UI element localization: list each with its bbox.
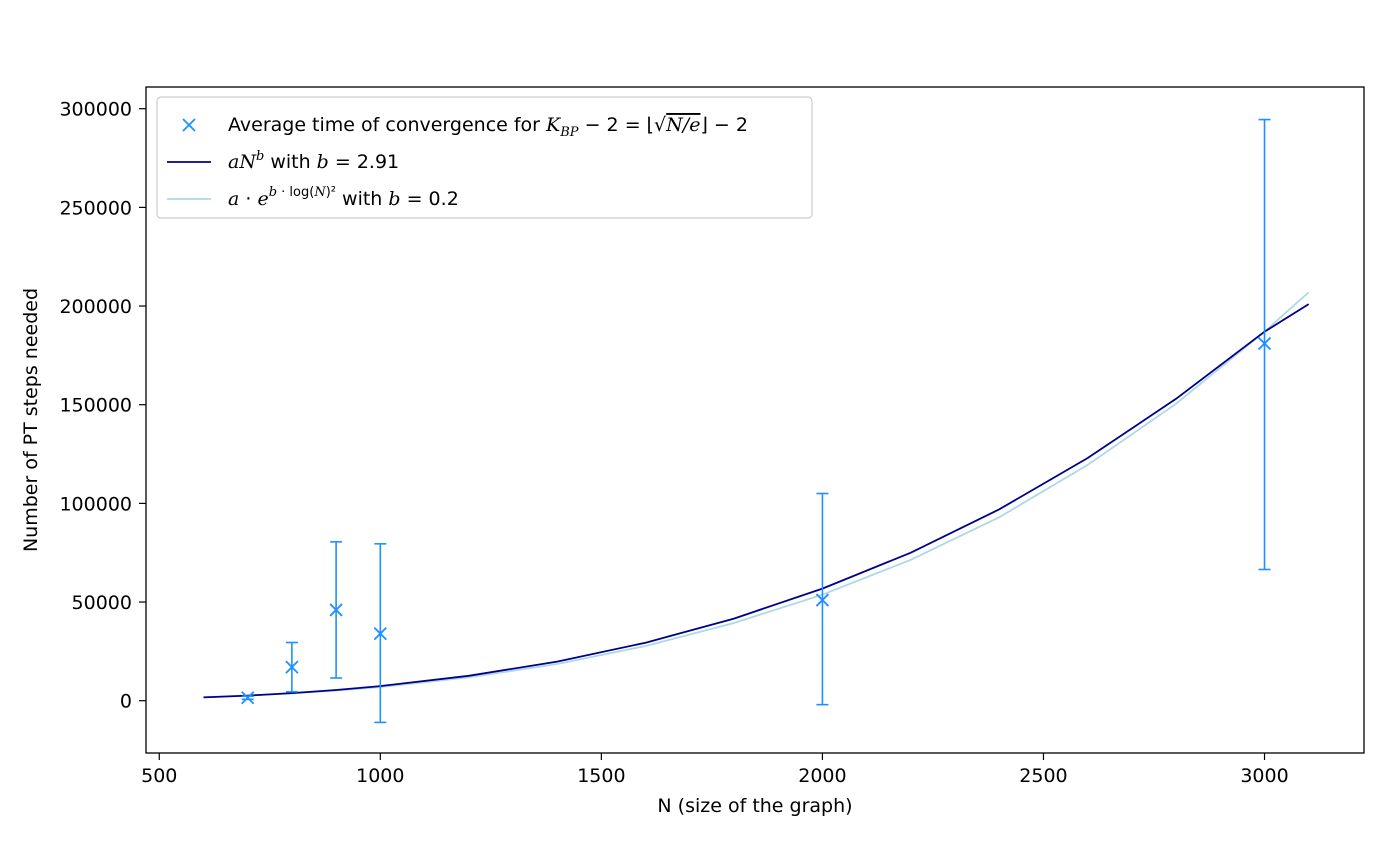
x-tick-label-1500: 1500 [577,765,625,787]
data-point-800-stroke-b [285,660,299,674]
data-point-900-stroke-b [329,603,343,617]
legend-box [156,96,813,219]
x-tick-label-1000: 1000 [356,765,404,787]
x-tick-label-2500: 2500 [1019,765,1067,787]
y-tick-label-0: 0 [120,691,132,713]
legend: Average time of convergence for KBP − 2 … [156,96,813,219]
data-point-800 [285,660,299,674]
x-tick-label-500: 500 [141,765,177,787]
data-point-1000-stroke-b [373,626,387,641]
y-tick-label-50000: 50000 [72,592,132,614]
data-point-700-stroke-b [241,691,255,705]
x-axis-label: N (size of the graph) [657,795,852,817]
y-axis-label: Number of PT steps needed [20,288,42,552]
legend-marker-cross-stroke-b [182,118,196,132]
data-point-2000-stroke-b [815,593,830,607]
data-point-900 [329,603,343,617]
legend-entry-exp-log: a · eb · log(N)² with b = 0.2 [228,185,459,210]
legend-marker-points [182,118,196,132]
legend-marker-cross [182,118,196,132]
y-tick-label-200000: 200000 [59,296,132,318]
data-point-2000 [815,593,830,607]
data-point-1000 [373,626,387,641]
y-tick-label-250000: 250000 [59,197,132,219]
axis-ticks: 500 1000 1500 2000 2500 3000 0 50000 100000 15000… [59,99,1288,787]
plot-area [203,118,1310,724]
curve-power-law [203,303,1310,699]
data-point-3000 [1257,336,1272,351]
y-tick-label-150000: 150000 [59,395,132,417]
data-point-700 [241,691,255,705]
legend-entry-power-law: aNb with b = 2.91 [228,149,399,173]
x-tick-label-2000: 2000 [798,765,846,787]
data-point-3000-stroke-b [1257,336,1272,351]
y-tick-label-300000: 300000 [59,99,132,121]
y-tick-label-100000: 100000 [59,493,132,515]
x-tick-label-3000: 3000 [1240,765,1288,787]
axes-frame [145,86,1365,754]
legend-entry-points: Average time of convergence for KBP − 2 … [228,114,748,140]
